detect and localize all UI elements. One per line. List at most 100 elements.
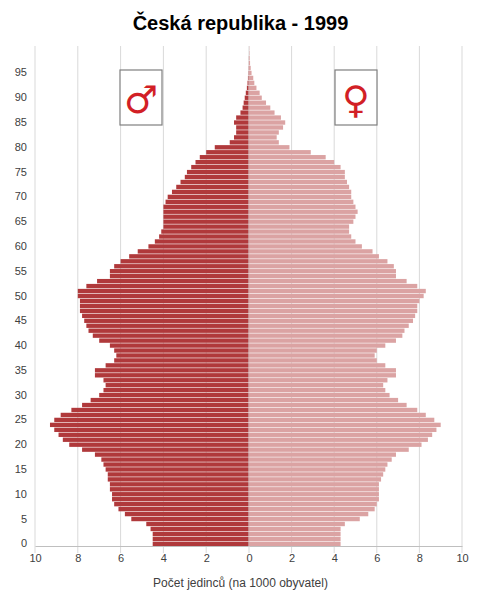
bar [249, 403, 407, 407]
bar [249, 294, 424, 298]
bar [69, 443, 249, 447]
y-tick: 30 [15, 389, 33, 401]
y-tick: 95 [15, 66, 33, 78]
y-tick: 85 [15, 116, 33, 128]
x-tick: 10 [29, 546, 41, 564]
x-tick-label: 2 [204, 552, 210, 564]
bar [181, 180, 249, 184]
y-tick-label: 95 [15, 66, 27, 78]
bar [114, 348, 249, 352]
bar [234, 120, 249, 124]
bar [146, 522, 249, 526]
bar [163, 205, 249, 209]
bar [249, 239, 356, 243]
legend: ♀ [335, 70, 377, 125]
bar [249, 66, 251, 70]
bar [249, 393, 390, 397]
bar [249, 457, 392, 461]
y-tick: 50 [15, 290, 33, 302]
bar [153, 542, 249, 546]
bar [249, 452, 396, 456]
bar [249, 314, 415, 318]
bar [99, 338, 249, 342]
y-tick-label: 85 [15, 116, 27, 128]
bar [99, 393, 249, 397]
bar [249, 200, 353, 204]
bar [103, 378, 249, 382]
bar [112, 497, 249, 501]
y-axis: 05101520253035404550556065707580859095 [15, 66, 33, 549]
bar [93, 333, 249, 337]
x-tick-label: 8 [75, 552, 81, 564]
bar [249, 125, 283, 129]
bar [249, 472, 383, 476]
bar [80, 304, 249, 308]
bar [106, 383, 249, 387]
bar [249, 264, 394, 268]
bar [112, 492, 249, 496]
legend-label: ♂ [124, 78, 158, 122]
bar [82, 314, 249, 318]
bar [249, 135, 277, 139]
bar [54, 418, 249, 422]
y-tick: 80 [15, 141, 33, 153]
bar [243, 105, 249, 109]
bar [155, 239, 249, 243]
bar [196, 160, 250, 164]
bar [101, 457, 249, 461]
bar [249, 86, 256, 90]
bar [249, 150, 311, 154]
bar [249, 130, 279, 134]
bar [249, 96, 262, 100]
bar [249, 324, 409, 328]
legend: ♂ [120, 70, 162, 125]
y-tick-label: 40 [15, 339, 27, 351]
bar [249, 319, 413, 323]
bar [78, 289, 249, 293]
x-tick-label: 0 [246, 552, 252, 564]
bar [249, 383, 383, 387]
bars [249, 46, 441, 546]
x-tick-label: 4 [161, 552, 167, 564]
bar [249, 155, 326, 159]
bar [249, 368, 396, 372]
x-axis: 108642 [29, 546, 249, 564]
bar [110, 482, 249, 486]
bar [80, 299, 249, 303]
bar [249, 81, 254, 85]
bar [106, 467, 249, 471]
bar [91, 398, 249, 402]
y-tick-label: 15 [15, 463, 27, 475]
title: Česká republika - 1999 [133, 11, 349, 34]
bar [129, 254, 249, 258]
bar [249, 363, 385, 367]
bar [249, 542, 341, 546]
bar [108, 472, 249, 476]
bar [249, 140, 279, 144]
y-tick: 0 [21, 537, 33, 549]
y-tick-label: 70 [15, 190, 27, 202]
y-tick: 55 [15, 265, 33, 277]
bar [97, 279, 249, 283]
bar [249, 299, 419, 303]
y-tick-label: 0 [21, 537, 27, 549]
y-tick: 20 [15, 438, 33, 450]
bar [249, 418, 434, 422]
bar [95, 373, 249, 377]
bar [116, 353, 249, 357]
legend-label: ♀ [342, 78, 370, 122]
x-tick-label: 10 [456, 552, 468, 564]
bar [166, 200, 249, 204]
y-tick: 40 [15, 339, 33, 351]
bar [249, 120, 285, 124]
bar [95, 452, 249, 456]
bar [121, 259, 249, 263]
bar [191, 165, 249, 169]
bar [249, 170, 345, 174]
y-tick-label: 65 [15, 215, 27, 227]
bar [249, 517, 360, 521]
y-tick-label: 80 [15, 141, 27, 153]
bar [236, 115, 249, 119]
bar [249, 219, 353, 223]
bar [249, 487, 379, 491]
